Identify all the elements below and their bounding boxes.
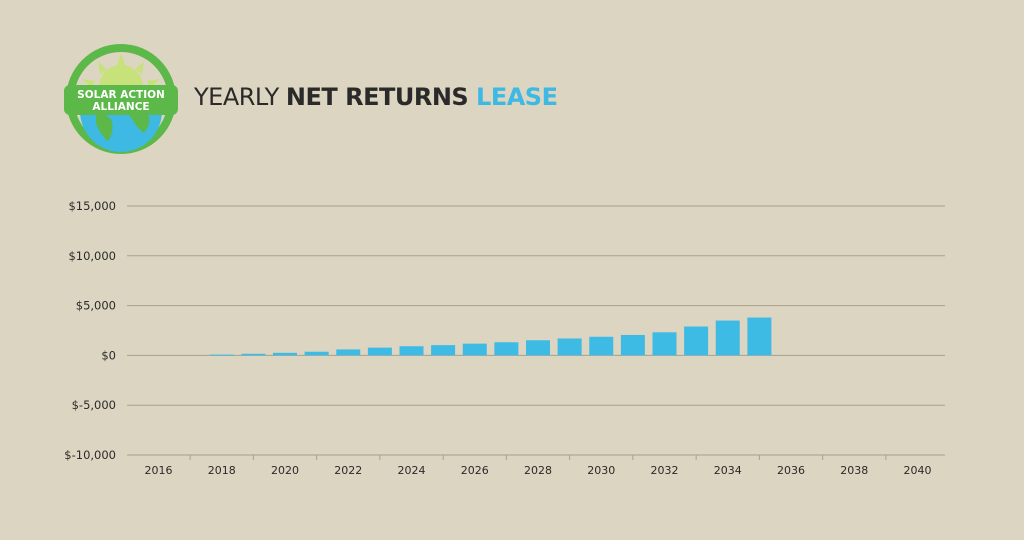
chart-title: YEARLY NET RETURNS LEASE xyxy=(194,82,558,112)
x-tick-label: 2020 xyxy=(271,464,299,477)
y-tick-label: $15,000 xyxy=(68,199,116,213)
bar xyxy=(431,345,456,356)
bar xyxy=(684,326,709,356)
x-tick-label: 2034 xyxy=(714,464,742,477)
logo-text-line1: SOLAR ACTION xyxy=(77,89,165,101)
bar xyxy=(273,352,297,356)
y-tick-label: $-10,000 xyxy=(64,448,116,462)
bar xyxy=(304,351,329,356)
x-tick-label: 2032 xyxy=(651,464,679,477)
x-tick-label: 2016 xyxy=(145,464,173,477)
x-tick-label: 2028 xyxy=(524,464,552,477)
solar-action-alliance-logo: SOLAR ACTION ALLIANCE xyxy=(64,44,178,154)
bar xyxy=(652,332,677,356)
logo-banner xyxy=(64,85,178,115)
bar xyxy=(462,343,487,356)
bar xyxy=(367,347,392,356)
x-tick-label: 2018 xyxy=(208,464,236,477)
bar xyxy=(620,334,645,356)
title-part-accent: LEASE xyxy=(468,83,558,111)
x-tick-label: 2040 xyxy=(904,464,932,477)
y-tick-label: $10,000 xyxy=(68,249,116,263)
bar xyxy=(209,354,234,356)
x-tick-label: 2038 xyxy=(840,464,868,477)
y-axis-ticks: $15,000 $10,000 $5,000 $0 $-5,000 $-10,000 xyxy=(64,199,116,462)
bars xyxy=(209,317,772,356)
bar xyxy=(241,353,266,356)
x-axis-ticks: 2016 2018 2020 2022 2024 2026 2028 2030 2032 2034… xyxy=(145,455,932,477)
bar xyxy=(747,317,772,356)
logo-text-line2: ALLIANCE xyxy=(92,101,149,113)
bar xyxy=(494,342,519,356)
bar xyxy=(589,336,614,356)
bar xyxy=(715,320,740,356)
y-tick-label: $-5,000 xyxy=(72,398,116,412)
bar xyxy=(526,340,550,356)
x-tick-label: 2026 xyxy=(461,464,489,477)
globe-icon xyxy=(80,109,162,152)
x-tick-label: 2036 xyxy=(777,464,805,477)
x-tick-label: 2024 xyxy=(398,464,426,477)
y-tick-label: $5,000 xyxy=(76,299,116,313)
bar xyxy=(399,346,424,356)
gridlines xyxy=(127,205,945,456)
title-part-regular: YEARLY xyxy=(194,83,286,111)
x-tick-label: 2022 xyxy=(334,464,362,477)
bar xyxy=(336,349,361,356)
bar xyxy=(557,338,582,356)
x-tick-label: 2030 xyxy=(587,464,615,477)
title-part-bold: NET RETURNS xyxy=(285,83,469,111)
y-tick-label: $0 xyxy=(101,348,116,362)
